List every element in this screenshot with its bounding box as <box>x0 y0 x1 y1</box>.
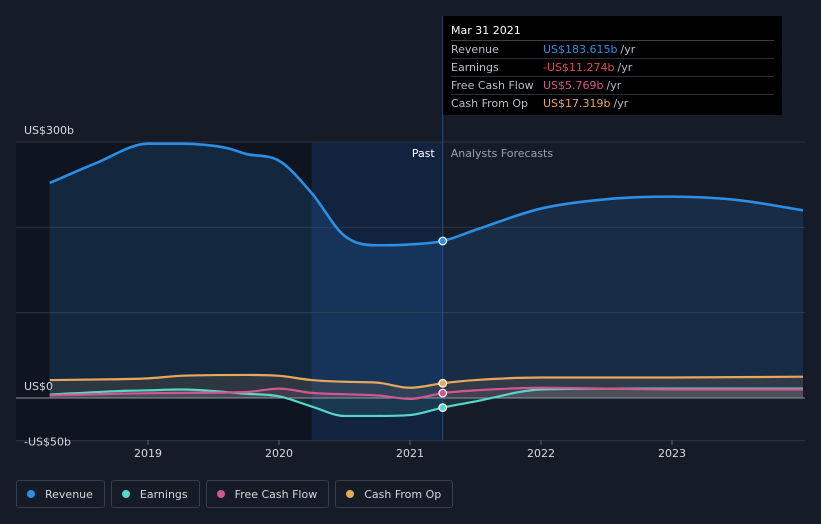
cash-from-op-dot-icon <box>346 490 355 498</box>
legend-label: Revenue <box>45 487 93 501</box>
series-area-free-cash-flow <box>49 387 803 399</box>
tooltip-unit: /yr <box>606 79 622 92</box>
legend-item-free-cash-flow[interactable]: Free Cash Flow <box>205 480 330 508</box>
legend-label: Cash From Op <box>364 487 442 501</box>
legend: Revenue Earnings Free Cash Flow Cash Fro… <box>16 480 454 510</box>
tooltip-label: Cash From Op <box>451 97 529 110</box>
revenue-dot-icon <box>27 490 35 498</box>
legend-item-revenue[interactable]: Revenue <box>16 480 105 508</box>
y-tick-label: -US$50b <box>24 436 71 449</box>
highlight-region <box>311 142 443 440</box>
x-tick-label: 2023 <box>658 447 686 460</box>
tooltip-row-free-cash-flow: Free Cash Flow US$5.769b /yr <box>451 77 774 95</box>
tooltip-row-earnings: Earnings -US$11.274b /yr <box>451 59 774 77</box>
marker-earnings <box>438 403 448 413</box>
x-tick-label: 2019 <box>134 447 162 460</box>
series-line-cash-from-op <box>49 373 804 389</box>
tooltip-value: -US$11.274b <box>543 61 615 74</box>
free-cash-flow-dot-icon <box>216 490 225 498</box>
marker-free-cash-flow <box>438 388 448 398</box>
y-tick-label: US$0 <box>24 380 53 393</box>
legend-label: Free Cash Flow <box>234 487 318 501</box>
tooltip: Mar 31 2021 Revenue US$183.615b /yr Earn… <box>443 16 782 115</box>
forecast-label: Analysts Forecasts <box>451 147 554 160</box>
marker-cash-from-op <box>438 378 448 388</box>
x-tick-label: 2022 <box>527 447 555 460</box>
y-tick-label: US$300b <box>24 124 74 137</box>
tooltip-unit: /yr <box>613 97 629 110</box>
legend-item-earnings[interactable]: Earnings <box>110 480 200 508</box>
x-tick-label: 2020 <box>265 447 293 460</box>
tooltip-date: Mar 31 2021 <box>451 22 774 41</box>
series-line-revenue <box>49 142 804 247</box>
marker-revenue <box>438 236 448 246</box>
tooltip-value: US$17.319b <box>543 97 611 110</box>
tooltip-unit: /yr <box>620 43 636 56</box>
tooltip-row-cash-from-op: Cash From Op US$17.319b /yr <box>451 95 774 112</box>
x-tick-label: 2021 <box>396 447 424 460</box>
tooltip-value: US$183.615b <box>543 43 618 56</box>
legend-item-cash-from-op[interactable]: Cash From Op <box>335 480 454 508</box>
earnings-dot-icon <box>121 490 130 498</box>
past-label: Past <box>412 147 436 160</box>
series-area-revenue <box>49 143 803 398</box>
legend-label: Earnings <box>139 487 188 501</box>
tooltip-row-revenue: Revenue US$183.615b /yr <box>451 41 774 59</box>
tooltip-unit: /yr <box>617 61 633 74</box>
tooltip-label: Revenue <box>451 43 499 56</box>
tooltip-label: Earnings <box>451 61 499 74</box>
tooltip-label: Free Cash Flow <box>451 79 534 92</box>
series-line-free-cash-flow <box>49 386 803 400</box>
tooltip-value: US$5.769b <box>543 79 604 92</box>
series-area-earnings <box>49 388 803 416</box>
